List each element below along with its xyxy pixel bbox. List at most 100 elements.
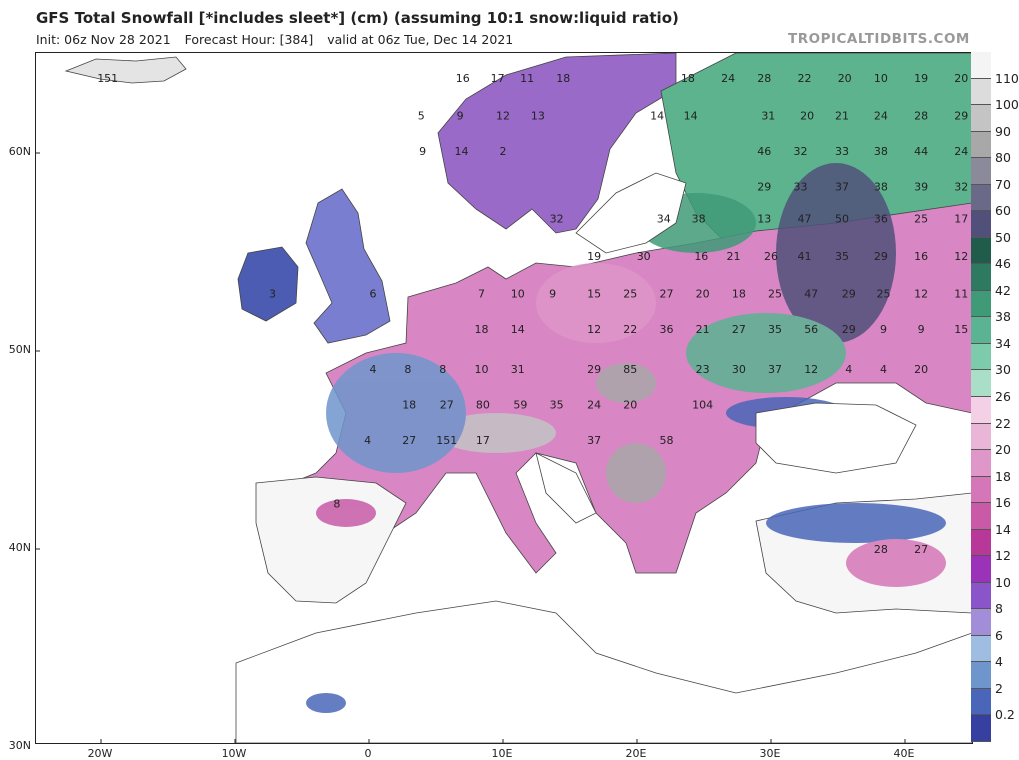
snow-value-label: 47 — [798, 212, 812, 225]
snow-value-label: 29 — [842, 323, 856, 336]
snow-value-label: 3 — [269, 288, 276, 301]
color-scale-swatch — [971, 211, 991, 238]
color-scale-swatch — [971, 662, 991, 689]
snow-shading-layer — [306, 163, 946, 713]
snow-value-label: 28 — [874, 543, 888, 556]
color-scale-label: 2 — [995, 680, 1003, 696]
init-time: Init: 06z Nov 28 2021 — [36, 32, 171, 47]
color-scale-label: 6 — [995, 627, 1003, 643]
snow-values-layer: 151 16 17 11 18 18 24 28 22 20 10 19 205 9 12 13 14 14 31 2… — [97, 72, 968, 556]
color-scale-label: 4 — [995, 654, 1003, 670]
snow-value-label: 21 — [835, 109, 849, 122]
snow-value-label: 36 — [659, 323, 673, 336]
snow-value-label: 9 — [918, 323, 925, 336]
snow-value-label: 13 — [531, 109, 545, 122]
color-scale-swatch — [971, 290, 991, 318]
snow-value-label: 17 — [476, 434, 490, 447]
snow-value-label: 14 — [454, 145, 468, 158]
color-scale-swatch — [971, 450, 991, 477]
shade-poland-pink — [536, 263, 656, 343]
snow-value-label: 33 — [835, 145, 849, 158]
color-scale-swatch — [971, 370, 991, 397]
snow-value-label: 41 — [798, 250, 812, 263]
color-scale-label: 18 — [995, 468, 1011, 484]
snow-value-label: 37 — [835, 181, 849, 194]
snow-value-label: 12 — [914, 288, 928, 301]
snow-value-label: 18 — [475, 323, 489, 336]
snow-value-label: 19 — [914, 72, 928, 85]
color-scale-label: 50 — [995, 229, 1011, 245]
snow-value-label: 13 — [757, 212, 771, 225]
snow-value-label: 25 — [877, 288, 891, 301]
shade-atlas-blue — [306, 693, 346, 713]
snow-value-label: 28 — [757, 72, 771, 85]
snow-value-label: 37 — [587, 434, 601, 447]
color-scale-label: 110 — [995, 70, 1019, 86]
snow-value-label: 31 — [511, 363, 525, 376]
snow-value-label: 11 — [954, 288, 968, 301]
snow-value-label: 29 — [587, 363, 601, 376]
color-scale-label: 80 — [995, 150, 1011, 166]
snow-value-label: 29 — [874, 250, 888, 263]
snow-value-label: 29 — [757, 181, 771, 194]
longitude-label: 30E — [759, 747, 781, 760]
snow-value-label: 20 — [954, 72, 968, 85]
shade-russia-heavy — [776, 163, 896, 343]
shade-carpathians-grey — [596, 363, 656, 403]
snow-value-label: 24 — [721, 72, 735, 85]
color-scale-label: 20 — [995, 442, 1011, 458]
color-scale-swatch — [971, 609, 991, 636]
color-scale-label: 8 — [995, 601, 1003, 617]
color-scale-label: 10 — [995, 574, 1011, 590]
color-scale-swatch — [971, 264, 991, 291]
forecast-hour: Forecast Hour: [384] — [184, 32, 314, 47]
snow-value-label: 9 — [880, 323, 887, 336]
snow-value-label: 28 — [914, 109, 928, 122]
snow-value-label: 8 — [439, 363, 446, 376]
snow-value-label: 104 — [692, 398, 713, 411]
snow-value-label: 29 — [954, 109, 968, 122]
snow-value-label: 58 — [659, 434, 673, 447]
adriatic-sea — [535, 452, 597, 524]
snow-value-label: 17 — [954, 212, 968, 225]
snow-value-label: 80 — [476, 398, 490, 411]
shade-iberia-pink — [316, 499, 376, 527]
baltic-sea — [575, 172, 687, 254]
snow-value-label: 4 — [845, 363, 852, 376]
color-scale-label: 30 — [995, 362, 1011, 378]
snow-value-label: 12 — [954, 250, 968, 263]
color-scale-swatch — [971, 423, 991, 451]
shade-ukraine-green — [686, 313, 846, 393]
snow-value-label: 22 — [623, 323, 637, 336]
snow-value-label: 38 — [874, 145, 888, 158]
color-scale-swatch — [971, 158, 991, 185]
color-scale-swatch — [971, 715, 991, 742]
snow-value-label: 50 — [835, 212, 849, 225]
snow-value-label: 10 — [511, 288, 525, 301]
snow-value-label: 35 — [550, 398, 564, 411]
snow-value-label: 44 — [914, 145, 928, 158]
snow-value-label: 14 — [511, 323, 525, 336]
latitude-label: 50N — [8, 343, 31, 356]
snow-value-label: 18 — [402, 398, 416, 411]
color-scale-label: 14 — [995, 521, 1011, 537]
snow-value-label: 30 — [732, 363, 746, 376]
snowfall-map: 151 16 17 11 18 18 24 28 22 20 10 19 20 5 9 12 13 14 14 31 2… — [35, 52, 973, 744]
color-scale-label: 46 — [995, 256, 1011, 272]
longitude-label: 20W — [87, 747, 113, 760]
snow-value-label: 14 — [684, 109, 698, 122]
snow-value-label: 18 — [556, 72, 570, 85]
snow-value-label: 36 — [874, 212, 888, 225]
snow-value-label: 8 — [404, 363, 411, 376]
color-scale-swatch — [971, 78, 991, 106]
snow-value-label: 20 — [800, 109, 814, 122]
shade-turkey-pink — [846, 539, 946, 587]
shade-alps-grey — [436, 413, 556, 453]
color-scale-swatch — [971, 635, 991, 663]
snow-value-label: 8 — [333, 497, 340, 510]
snow-value-label: 10 — [874, 72, 888, 85]
snow-value-label: 38 — [692, 212, 706, 225]
snow-value-label: 25 — [623, 288, 637, 301]
snow-value-label: 21 — [696, 323, 710, 336]
color-scale-label: 12 — [995, 548, 1011, 564]
